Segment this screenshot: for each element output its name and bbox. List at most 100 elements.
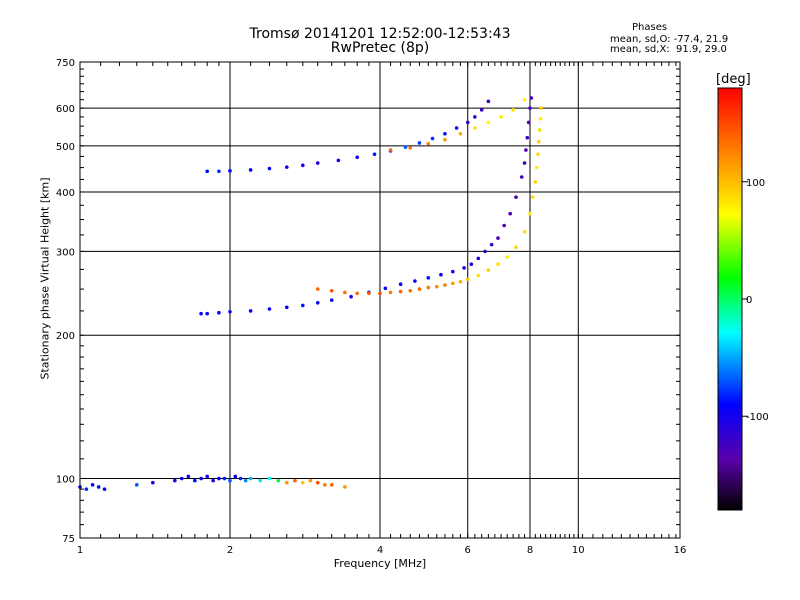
data-point: [217, 476, 221, 481]
data-point: [284, 305, 289, 310]
data-point: [505, 255, 509, 259]
data-point: [301, 163, 305, 168]
x-tick-label: 8: [527, 545, 533, 556]
data-point: [539, 106, 543, 110]
data-point: [343, 290, 347, 295]
data-point: [426, 141, 431, 146]
y-axis-label: Stationary phase Virtual Height [km]: [38, 177, 52, 380]
data-point: [222, 476, 227, 481]
data-point: [151, 480, 155, 485]
data-point: [483, 249, 487, 254]
data-point: [514, 245, 518, 250]
data-point: [489, 242, 494, 247]
data-point: [462, 266, 466, 270]
chart-title: Tromsø 20141201 12:52:00-12:53:43: [249, 26, 511, 42]
data-point: [496, 262, 500, 267]
data-point: [417, 287, 422, 291]
x-tick-label: 16: [674, 545, 687, 556]
data-point: [276, 478, 281, 483]
data-point: [173, 478, 177, 483]
data-point: [528, 106, 532, 110]
data-point: [84, 487, 89, 491]
data-point: [205, 311, 209, 316]
data-point: [336, 158, 341, 163]
data-point: [528, 211, 532, 216]
phases-o-stats: mean, sd,O: -77.4, 21.9: [610, 34, 729, 45]
data-point: [383, 286, 388, 291]
data-point: [343, 485, 347, 489]
y-tick-label: 100: [56, 475, 75, 486]
data-point: [267, 307, 272, 311]
data-point: [96, 485, 101, 489]
y-tick-label: 600: [56, 104, 75, 115]
data-point: [526, 120, 531, 125]
axes: 1 2 4 6 8 10 16 75 100 200 300 400 500 600 750: [56, 58, 686, 556]
data-point: [458, 279, 463, 284]
data-point: [522, 229, 527, 234]
y-tick-label: 75: [62, 534, 75, 545]
data-point: [473, 115, 477, 119]
data-point: [293, 478, 297, 483]
data-point: [524, 148, 528, 152]
data-points: [78, 96, 543, 491]
data-point: [228, 310, 232, 314]
data-point: [329, 288, 334, 293]
data-point: [217, 169, 221, 174]
y-tick-label: 500: [56, 142, 75, 153]
data-point: [439, 272, 443, 277]
data-point: [465, 120, 470, 125]
data-point: [102, 487, 107, 491]
data-point: [525, 135, 530, 140]
data-point: [508, 211, 512, 216]
data-point: [522, 161, 527, 165]
data-point: [315, 161, 320, 165]
data-point: [378, 291, 382, 296]
data-point: [193, 478, 197, 483]
data-point: [258, 478, 263, 483]
data-point: [413, 279, 417, 283]
x-tick-label: 2: [227, 545, 233, 556]
data-point: [248, 168, 253, 172]
data-point: [367, 291, 371, 296]
data-point: [134, 483, 139, 487]
data-point: [458, 131, 463, 136]
data-point: [451, 269, 455, 274]
data-point: [199, 476, 203, 481]
colorbar-scale: [718, 88, 742, 510]
data-point: [398, 289, 403, 294]
x-tick-label: 4: [377, 545, 383, 556]
data-point: [228, 478, 232, 483]
data-point: [186, 474, 191, 479]
data-point: [451, 281, 455, 286]
data-point: [301, 480, 305, 485]
data-point: [538, 116, 543, 121]
data-point: [511, 108, 515, 112]
data-point: [476, 273, 481, 278]
data-point: [536, 139, 541, 144]
data-point: [284, 165, 289, 169]
data-point: [248, 309, 253, 313]
data-point: [329, 483, 334, 487]
grid: [80, 62, 680, 538]
data-point: [529, 96, 534, 100]
data-point: [323, 483, 327, 487]
data-point: [398, 282, 403, 287]
data-point: [465, 277, 470, 282]
data-point: [514, 195, 518, 199]
y-tick-label: 300: [56, 247, 75, 258]
data-point: [537, 128, 542, 132]
data-point: [408, 288, 413, 293]
data-point: [308, 478, 313, 483]
data-point: [519, 175, 524, 179]
data-point: [315, 287, 320, 291]
data-point: [355, 291, 359, 296]
data-point: [248, 476, 253, 481]
data-point: [486, 268, 491, 272]
phases-heading: Phases: [632, 22, 668, 33]
phases-x-stats: mean, sd,X: 91.9, 29.0: [610, 44, 727, 55]
data-point: [315, 480, 320, 485]
data-point: [211, 478, 215, 483]
data-point: [228, 169, 232, 173]
colorbar-tick-label: -100: [746, 412, 769, 423]
